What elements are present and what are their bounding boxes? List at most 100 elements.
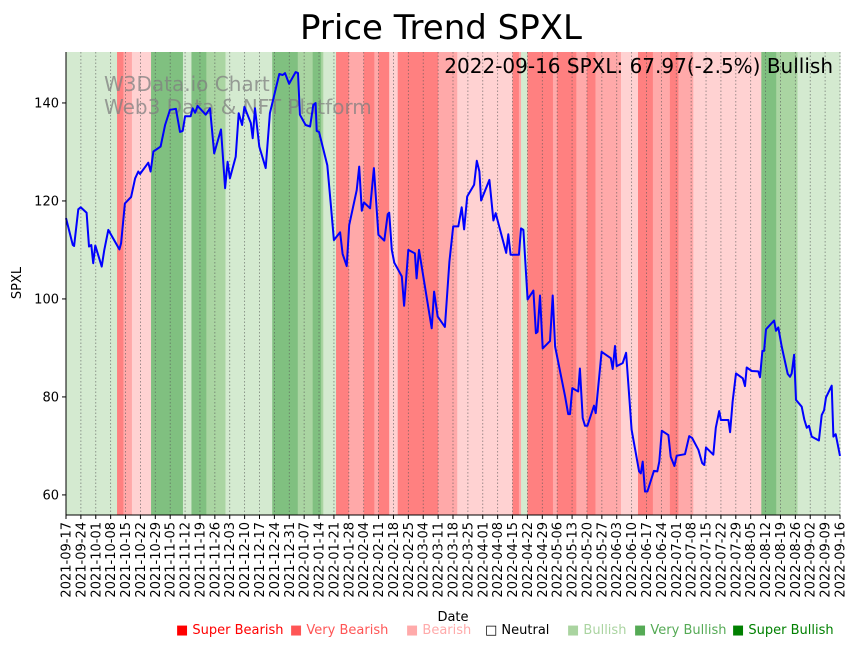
x-tick-label: 2021-12-03 xyxy=(223,522,238,598)
sentiment-band xyxy=(374,52,380,515)
x-tick-label: 2022-07-01 xyxy=(670,522,685,598)
x-tick-label: 2021-09-24 xyxy=(74,522,89,598)
legend-swatch-icon: ■ xyxy=(732,623,748,638)
legend-swatch-icon: ■ xyxy=(290,623,306,638)
sentiment-band xyxy=(123,52,133,515)
x-tick-label: 2022-05-13 xyxy=(566,522,581,598)
sentiment-band xyxy=(363,52,375,515)
legend-item-bullish: ■ Bullish xyxy=(567,623,626,638)
sentiment-band xyxy=(576,52,588,515)
y-tick-label: 60 xyxy=(42,488,59,503)
x-tick-label: 2022-08-26 xyxy=(789,522,804,598)
sentiment-band xyxy=(206,52,226,515)
sentiment-band xyxy=(348,52,365,515)
sentiment-band xyxy=(297,52,314,515)
chart-title: Price Trend SPXL xyxy=(300,8,582,48)
x-tick-label: 2022-08-05 xyxy=(744,522,759,598)
x-tick-label: 2022-06-10 xyxy=(625,522,640,598)
x-tick-label: 2021-11-19 xyxy=(193,522,208,598)
x-tick-label: 2022-07-22 xyxy=(714,522,729,598)
sentiment-band xyxy=(312,52,322,515)
sentiment-band xyxy=(521,52,528,515)
x-tick-label: 2022-01-21 xyxy=(327,522,342,598)
x-tick-label: 2022-01-14 xyxy=(313,522,328,598)
x-tick-label: 2022-08-19 xyxy=(774,522,789,598)
sentiment-band xyxy=(761,52,777,515)
legend-swatch-icon: ■ xyxy=(634,623,650,638)
x-tick-label: 2022-03-25 xyxy=(461,522,476,598)
x-tick-label: 2021-12-31 xyxy=(283,522,298,598)
sentiment-band xyxy=(457,52,514,515)
x-tick-label: 2021-11-12 xyxy=(179,522,194,598)
legend-item-super-bearish: ■ Super Bearish xyxy=(176,623,284,638)
sentiment-band xyxy=(586,52,596,515)
x-tick-label: 2022-03-18 xyxy=(447,522,462,598)
y-tick-label: 140 xyxy=(34,96,59,111)
sentiment-band xyxy=(378,52,390,515)
sentiment-band xyxy=(336,52,350,515)
sentiment-band xyxy=(117,52,124,515)
sentiment-band xyxy=(552,52,558,515)
x-tick-label: 2022-05-06 xyxy=(551,522,566,598)
legend-swatch-icon: □ xyxy=(485,623,501,638)
sentiment-bands xyxy=(66,52,841,515)
legend: ■ Super Bearish ■ Very Bearish ■ Bearish □ … xyxy=(176,623,834,638)
x-tick-label: 2022-02-11 xyxy=(372,522,387,598)
sentiment-band xyxy=(397,52,439,515)
x-tick-label: 2022-05-20 xyxy=(580,522,595,598)
y-tick-label: 80 xyxy=(42,390,59,405)
legend-item-neutral: □ Neutral xyxy=(485,623,549,638)
legend-label: Neutral xyxy=(501,623,549,638)
sentiment-band xyxy=(191,52,207,515)
x-tick-label: 2021-11-26 xyxy=(208,522,223,598)
x-tick-label: 2022-04-15 xyxy=(506,522,521,598)
sentiment-band xyxy=(669,52,679,515)
x-tick-label: 2022-05-27 xyxy=(595,522,610,598)
sentiment-band xyxy=(518,52,522,515)
sentiment-band xyxy=(595,52,622,515)
sentiment-band xyxy=(776,52,798,515)
sentiment-band xyxy=(321,52,324,515)
x-tick-label: 2021-12-24 xyxy=(268,522,283,598)
x-tick-label: 2022-04-29 xyxy=(536,522,551,598)
x-tick-label: 2021-10-15 xyxy=(119,522,134,598)
y-tick-label: 120 xyxy=(34,194,59,209)
x-tick-label: 2021-10-01 xyxy=(89,522,104,598)
watermark-line-1: W3Data.io Chart xyxy=(104,72,270,96)
x-tick-label: 2022-06-24 xyxy=(655,522,670,598)
x-axis-ticks: 2021-09-17 2021-09-24 2021-10-01 2021-10-08… xyxy=(60,515,849,598)
x-tick-label: 2021-09-17 xyxy=(60,522,75,598)
sentiment-band xyxy=(131,52,152,515)
watermark: W3Data.io Chart Web3 Data & NFT Platform xyxy=(104,72,372,119)
x-tick-label: 2022-03-11 xyxy=(432,522,447,598)
legend-label: Very Bullish xyxy=(650,623,726,638)
x-tick-label: 2022-07-08 xyxy=(685,522,700,598)
x-tick-label: 2022-04-01 xyxy=(476,522,491,598)
sentiment-band xyxy=(66,52,118,515)
legend-item-bearish: ■ Bearish xyxy=(406,623,471,638)
sentiment-band xyxy=(797,52,841,515)
y-axis-ticks: 60 80 100 120 140 xyxy=(34,96,66,503)
x-tick-label: 2022-09-16 xyxy=(834,522,849,598)
sentiment-band xyxy=(323,52,337,515)
x-tick-label: 2021-10-08 xyxy=(104,522,119,598)
legend-label: Super Bullish xyxy=(748,623,833,638)
x-tick-label: 2022-02-18 xyxy=(387,522,402,598)
x-tick-label: 2021-12-10 xyxy=(238,522,253,598)
x-tick-label: 2022-08-12 xyxy=(759,522,774,598)
sentiment-band xyxy=(151,52,184,515)
sentiment-band xyxy=(527,52,554,515)
sentiment-band xyxy=(557,52,577,515)
x-tick-label: 2021-10-22 xyxy=(134,522,149,598)
legend-label: Very Bearish xyxy=(306,623,388,638)
y-tick-label: 100 xyxy=(34,292,59,307)
x-tick-label: 2022-03-04 xyxy=(417,522,432,598)
x-tick-label: 2021-11-05 xyxy=(164,522,179,598)
legend-label: Bullish xyxy=(583,623,626,638)
y-axis-label: SPXL xyxy=(10,266,25,299)
legend-label: Bearish xyxy=(422,623,471,638)
sentiment-band xyxy=(182,52,192,515)
x-tick-label: 2022-07-29 xyxy=(729,522,744,598)
x-tick-label: 2021-12-17 xyxy=(253,522,268,598)
